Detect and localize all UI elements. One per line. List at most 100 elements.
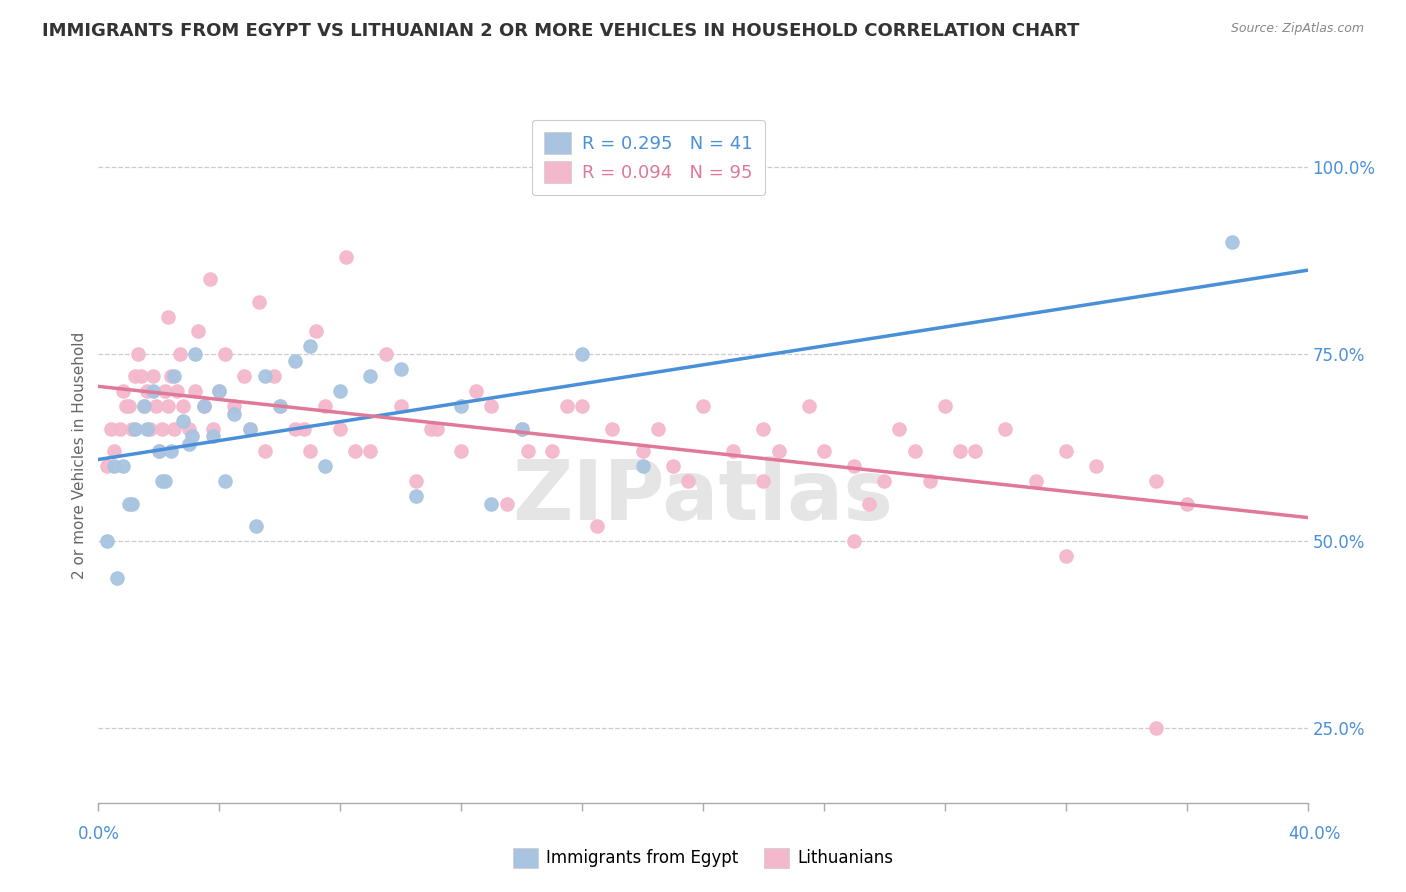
Point <box>208 384 231 399</box>
Point <box>904 444 927 458</box>
Point <box>160 369 183 384</box>
Point <box>239 422 262 436</box>
Point <box>118 399 141 413</box>
Point <box>145 399 167 413</box>
Point <box>129 369 152 384</box>
Point <box>292 422 315 436</box>
Point <box>108 422 131 436</box>
Point <box>184 347 207 361</box>
Point <box>193 399 215 413</box>
Point <box>344 444 367 458</box>
Point <box>245 519 267 533</box>
Point <box>495 497 517 511</box>
Point <box>224 399 246 413</box>
Point <box>100 422 122 436</box>
Point <box>169 347 191 361</box>
Text: 40.0%: 40.0% <box>1288 825 1341 843</box>
Point <box>481 399 503 413</box>
Point <box>139 422 162 436</box>
Point <box>121 422 143 436</box>
Point <box>172 399 194 413</box>
Point <box>247 294 270 309</box>
Point <box>163 422 186 436</box>
Point <box>949 444 972 458</box>
Point <box>184 384 207 399</box>
Point <box>1024 474 1046 488</box>
Point <box>405 474 427 488</box>
Point <box>253 369 276 384</box>
Point <box>103 444 125 458</box>
Point <box>631 459 654 474</box>
Point <box>160 444 183 458</box>
Point <box>374 347 396 361</box>
Point <box>121 497 143 511</box>
Point <box>132 399 155 413</box>
Point <box>193 399 215 413</box>
Point <box>329 422 352 436</box>
Point <box>844 533 866 548</box>
Point <box>299 339 322 353</box>
Point <box>450 399 472 413</box>
Text: Source: ZipAtlas.com: Source: ZipAtlas.com <box>1230 22 1364 36</box>
Point <box>148 444 170 458</box>
Point <box>142 369 165 384</box>
Point <box>132 399 155 413</box>
Point <box>889 422 911 436</box>
Point <box>858 497 880 511</box>
Point <box>1175 497 1198 511</box>
Point <box>752 422 775 436</box>
Point <box>360 444 382 458</box>
Text: ZIPatlas: ZIPatlas <box>513 456 893 537</box>
Point <box>516 444 538 458</box>
Point <box>284 422 307 436</box>
Point <box>156 399 179 413</box>
Point <box>150 474 173 488</box>
Point <box>555 399 578 413</box>
Point <box>263 369 285 384</box>
Point <box>314 459 336 474</box>
Point <box>481 497 503 511</box>
Point <box>692 399 714 413</box>
Point <box>676 474 699 488</box>
Point <box>918 474 941 488</box>
Point <box>118 497 141 511</box>
Point <box>426 422 449 436</box>
Point <box>768 444 790 458</box>
Point <box>1220 235 1243 249</box>
Point <box>965 444 987 458</box>
Point <box>314 399 336 413</box>
Point <box>208 384 231 399</box>
Point <box>1085 459 1108 474</box>
Point <box>284 354 307 368</box>
Point <box>163 369 186 384</box>
Point <box>179 422 201 436</box>
Point <box>179 436 201 450</box>
Point <box>124 422 146 436</box>
Point <box>405 489 427 503</box>
Point <box>723 444 745 458</box>
Point <box>586 519 609 533</box>
Point <box>239 422 262 436</box>
Point <box>232 369 254 384</box>
Point <box>1144 721 1167 735</box>
Point <box>305 325 328 339</box>
Legend: Immigrants from Egypt, Lithuanians: Immigrants from Egypt, Lithuanians <box>506 841 900 875</box>
Point <box>335 250 357 264</box>
Point <box>142 384 165 399</box>
Point <box>114 399 136 413</box>
Point <box>148 444 170 458</box>
Point <box>105 571 128 585</box>
Point <box>181 429 204 443</box>
Point <box>269 399 291 413</box>
Point <box>103 459 125 474</box>
Point <box>187 325 209 339</box>
Point <box>202 422 225 436</box>
Point <box>150 422 173 436</box>
Point <box>172 414 194 428</box>
Legend: R = 0.295   N = 41, R = 0.094   N = 95: R = 0.295 N = 41, R = 0.094 N = 95 <box>531 120 765 195</box>
Point <box>166 384 188 399</box>
Point <box>96 533 118 548</box>
Point <box>420 422 443 436</box>
Point <box>1054 444 1077 458</box>
Point <box>540 444 562 458</box>
